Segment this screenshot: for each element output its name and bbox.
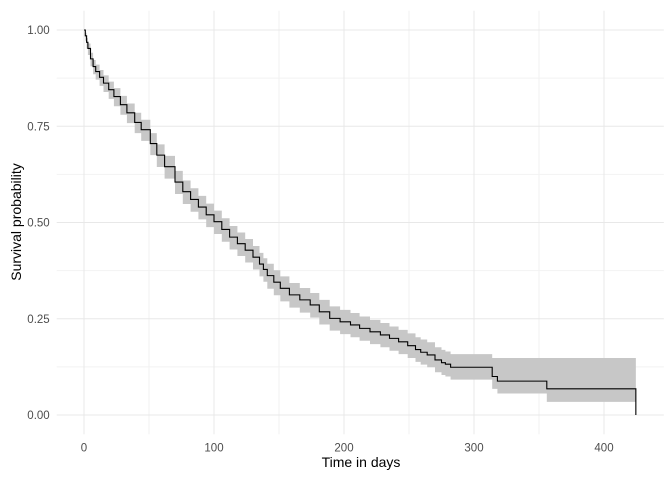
- x-tick-label: 400: [594, 442, 613, 454]
- survival-curve: [84, 29, 637, 415]
- x-axis-title: Time in days: [321, 454, 401, 470]
- y-tick-label: 0.00: [27, 410, 49, 422]
- y-tick-label: 0.25: [27, 314, 49, 326]
- confidence-band: [84, 30, 636, 402]
- x-tick-label: 100: [204, 442, 223, 454]
- y-axis-title: Survival probability: [8, 163, 24, 281]
- x-tick-label: 0: [81, 442, 87, 454]
- x-tick-label: 200: [334, 442, 353, 454]
- y-tick-label: 1.00: [27, 25, 49, 37]
- x-tick-label: 300: [464, 442, 483, 454]
- y-tick-label: 0.50: [27, 218, 49, 230]
- y-tick-label: 0.75: [27, 121, 49, 133]
